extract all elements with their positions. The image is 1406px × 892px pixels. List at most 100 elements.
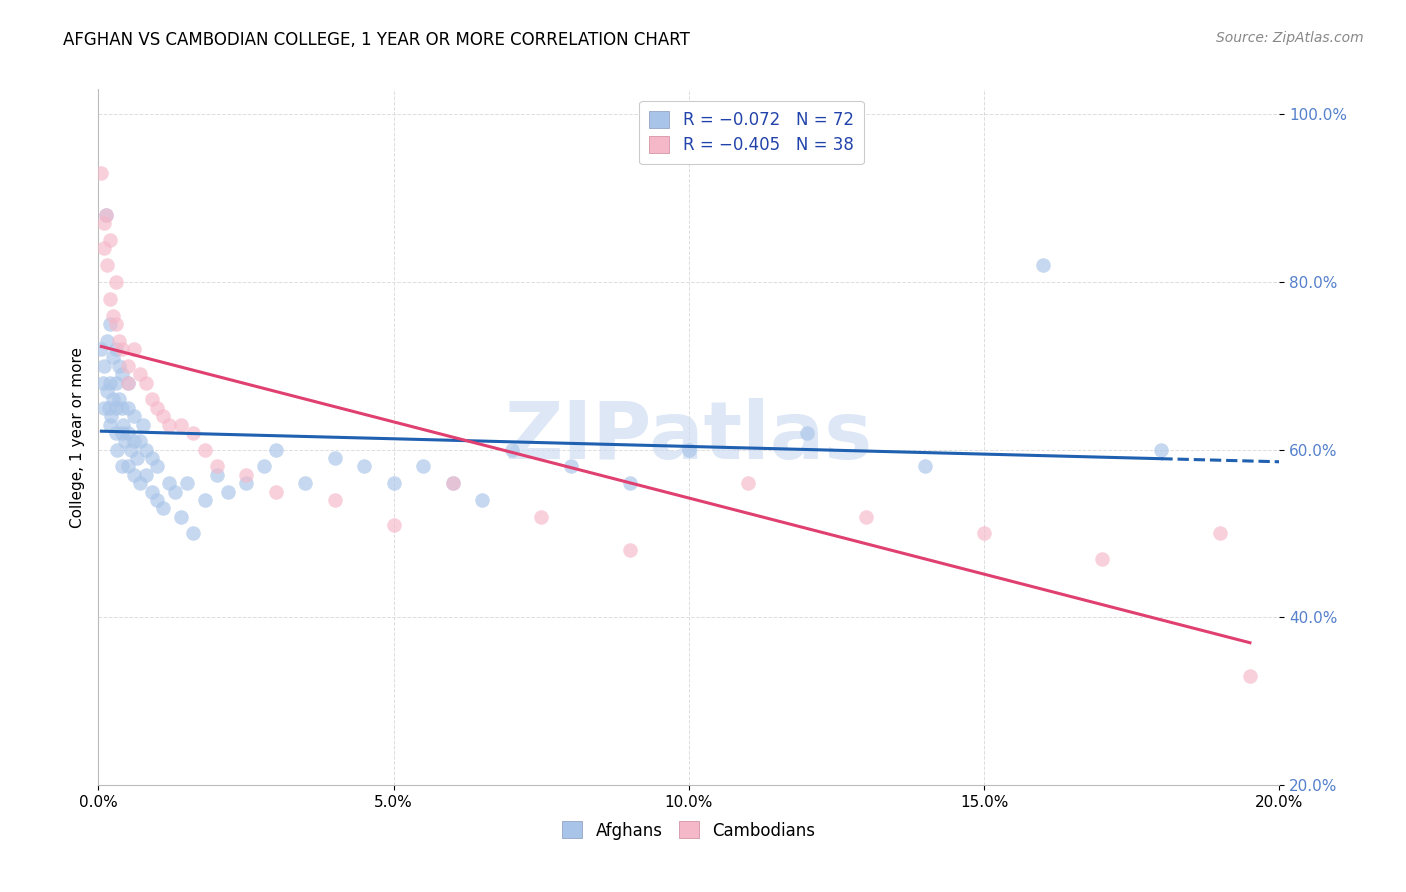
Point <box>796 425 818 440</box>
Point <box>117 459 139 474</box>
Point <box>181 526 204 541</box>
Point <box>128 368 150 382</box>
Point <box>111 342 134 356</box>
Point <box>108 359 131 373</box>
Point <box>112 417 135 432</box>
Legend: Afghans, Cambodians: Afghans, Cambodians <box>555 814 823 847</box>
Point <box>1150 442 1173 457</box>
Point <box>264 442 287 457</box>
Point <box>111 368 134 382</box>
Point <box>294 476 316 491</box>
Text: AFGHAN VS CAMBODIAN COLLEGE, 1 YEAR OR MORE CORRELATION CHART: AFGHAN VS CAMBODIAN COLLEGE, 1 YEAR OR M… <box>63 31 690 49</box>
Point <box>111 401 134 415</box>
Point <box>122 409 145 424</box>
Point <box>217 484 239 499</box>
Point <box>117 376 139 390</box>
Point <box>501 442 523 457</box>
Point <box>146 401 169 415</box>
Point <box>530 509 553 524</box>
Point <box>117 376 139 390</box>
Point <box>90 342 112 356</box>
Point <box>157 476 180 491</box>
Point <box>914 459 936 474</box>
Point <box>135 442 157 457</box>
Point <box>94 208 117 222</box>
Point <box>253 459 276 474</box>
Point <box>96 384 118 398</box>
Point <box>152 409 174 424</box>
Point <box>170 509 193 524</box>
Point <box>205 467 228 482</box>
Point <box>128 476 150 491</box>
Point <box>90 166 112 180</box>
Point <box>1239 669 1261 683</box>
Point <box>98 401 121 415</box>
Point <box>122 434 145 449</box>
Point <box>94 208 117 222</box>
Point <box>235 476 257 491</box>
Point <box>141 450 163 465</box>
Point <box>441 476 464 491</box>
Point <box>141 392 163 407</box>
Point <box>412 459 434 474</box>
Point <box>146 492 169 507</box>
Point <box>132 417 155 432</box>
Point <box>353 459 375 474</box>
Point <box>103 309 125 323</box>
Point <box>176 476 198 491</box>
Point <box>117 401 139 415</box>
Point <box>194 492 217 507</box>
Point <box>619 476 641 491</box>
Point <box>122 342 145 356</box>
Point <box>117 359 139 373</box>
Y-axis label: College, 1 year or more: College, 1 year or more <box>69 347 84 527</box>
Point <box>165 484 187 499</box>
Point <box>125 450 148 465</box>
Point <box>93 401 115 415</box>
Point <box>181 425 204 440</box>
Point <box>471 492 494 507</box>
Point <box>105 442 128 457</box>
Point <box>108 334 131 348</box>
Point <box>96 258 118 272</box>
Point <box>105 376 128 390</box>
Text: Source: ZipAtlas.com: Source: ZipAtlas.com <box>1216 31 1364 45</box>
Point <box>105 425 128 440</box>
Point <box>135 467 157 482</box>
Point <box>264 484 287 499</box>
Point <box>205 459 228 474</box>
Point <box>103 392 125 407</box>
Point <box>98 376 121 390</box>
Point <box>98 292 121 306</box>
Point <box>100 409 122 424</box>
Point <box>93 216 115 230</box>
Point <box>678 442 700 457</box>
Point <box>235 467 257 482</box>
Point <box>560 459 582 474</box>
Point <box>1209 526 1232 541</box>
Point <box>855 509 877 524</box>
Point <box>105 317 128 331</box>
Point <box>111 459 134 474</box>
Point <box>1091 551 1114 566</box>
Text: ZIPatlas: ZIPatlas <box>505 398 873 476</box>
Point <box>194 442 217 457</box>
Point <box>111 425 134 440</box>
Point <box>105 401 128 415</box>
Point <box>619 543 641 558</box>
Point <box>323 492 346 507</box>
Point <box>105 342 128 356</box>
Point <box>120 442 142 457</box>
Point <box>128 434 150 449</box>
Point <box>93 359 115 373</box>
Point <box>382 518 405 533</box>
Point <box>105 275 128 289</box>
Point <box>98 417 121 432</box>
Point <box>441 476 464 491</box>
Point <box>91 376 114 390</box>
Point <box>170 417 193 432</box>
Point <box>152 501 174 516</box>
Point <box>98 317 121 331</box>
Point <box>122 467 145 482</box>
Point <box>114 434 136 449</box>
